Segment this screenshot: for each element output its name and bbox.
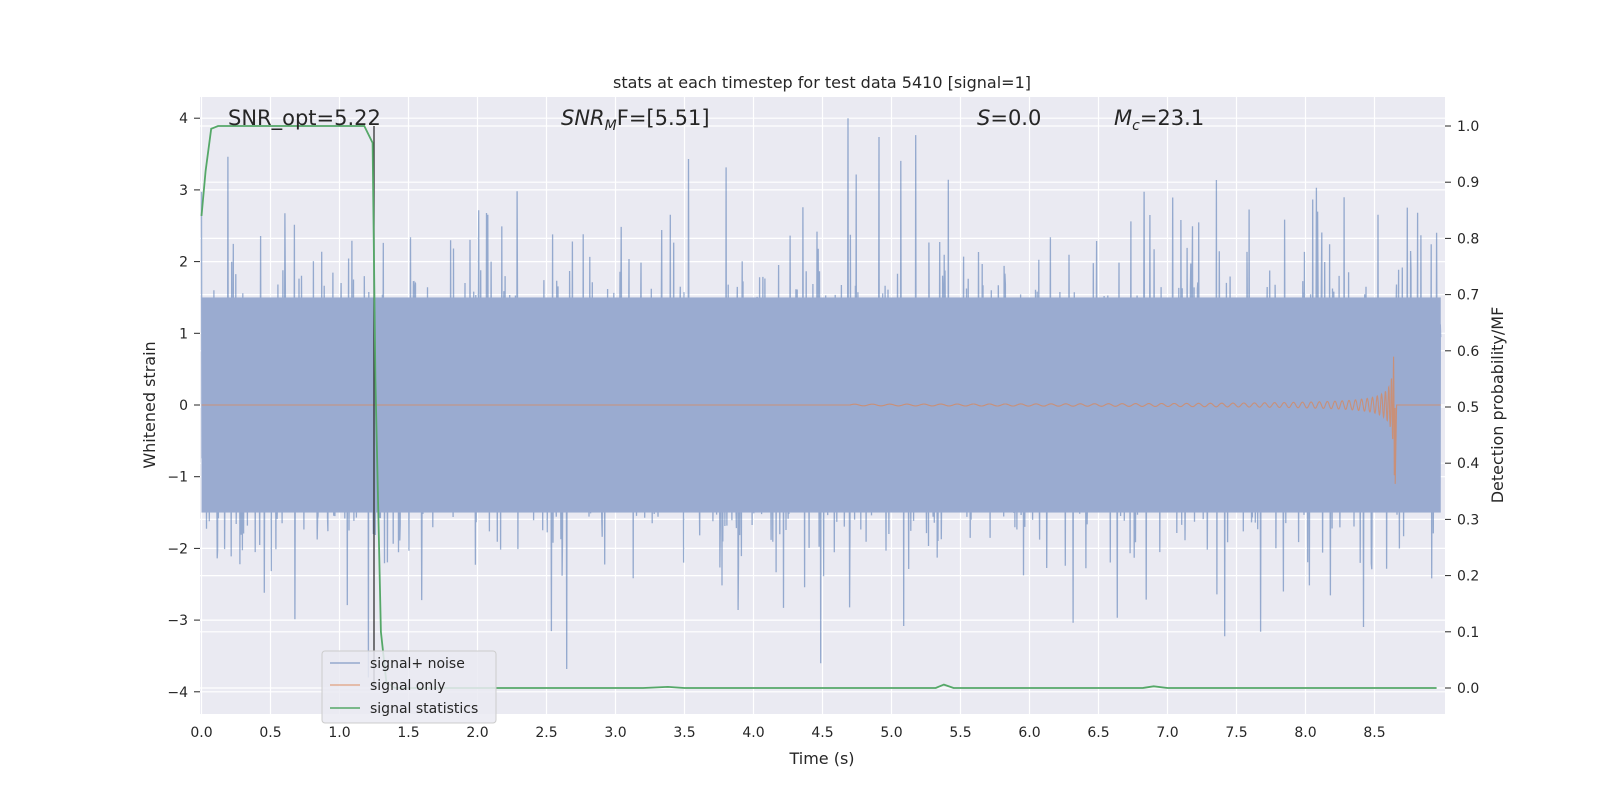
- x-tick-label: 4.0: [742, 725, 764, 741]
- y2-tick-label: 0.3: [1457, 512, 1479, 528]
- x-tick-label: 4.5: [811, 725, 833, 741]
- snr-mf-sub: M: [605, 118, 617, 134]
- y-axis-ticks: 4 3 2 1 0 −1 −2 −3 −4: [167, 111, 200, 701]
- y2-tick-label: 0.7: [1457, 288, 1479, 304]
- y2-tick-label: 0.9: [1457, 175, 1479, 191]
- y2-axis-ticks: 1.0 0.9 0.8 0.7 0.6 0.5 0.4 0.3 0.2 0.1 0.0: [1445, 119, 1479, 697]
- x-tick-label: 5.0: [880, 725, 902, 741]
- y-tick-label: 2: [179, 255, 188, 271]
- y2-tick-label: 0.2: [1457, 569, 1479, 585]
- y2-tick-label: 0.4: [1457, 456, 1479, 472]
- snr-mf-var: SNR: [561, 106, 605, 130]
- y2-tick-label: 0.0: [1457, 681, 1479, 697]
- snr-mf-rest: F=[5.51]: [617, 106, 710, 130]
- x-tick-label: 7.5: [1225, 725, 1247, 741]
- annotation-snr-mf: SNRMF=[5.51]: [561, 106, 710, 134]
- legend: signal+ noise signal only signal statist…: [321, 650, 497, 724]
- y-tick-label: 1: [179, 326, 188, 342]
- x-tick-label: 5.5: [949, 725, 971, 741]
- y2-axis-label: Detection probability/MF: [1488, 307, 1507, 504]
- x-tick-label: 1.5: [397, 725, 419, 741]
- legend-label-stats: signal statistics: [370, 701, 478, 717]
- legend-label-signal: signal only: [370, 678, 445, 694]
- y2-tick-label: 0.6: [1457, 344, 1479, 360]
- x-tick-label: 2.0: [466, 725, 488, 741]
- x-tick-label: 1.0: [328, 725, 350, 741]
- y-tick-label: −3: [167, 613, 188, 629]
- x-tick-label: 8.5: [1363, 725, 1385, 741]
- x-tick-label: 3.5: [673, 725, 695, 741]
- x-tick-label: 2.5: [535, 725, 557, 741]
- x-tick-label: 8.0: [1294, 725, 1316, 741]
- y2-tick-label: 1.0: [1457, 119, 1479, 135]
- s-var: S: [977, 106, 990, 130]
- y-tick-label: 3: [179, 183, 188, 199]
- signal-only-series: [201, 356, 1441, 484]
- annotation-s: S=0.0: [977, 106, 1041, 130]
- x-tick-label: 6.0: [1018, 725, 1040, 741]
- y-tick-label: 4: [179, 111, 188, 127]
- y2-tick-label: 0.8: [1457, 231, 1479, 247]
- annotation-mc: Mc=23.1: [1114, 106, 1204, 134]
- mc-rest: =23.1: [1140, 106, 1204, 130]
- legend-label-noise: signal+ noise: [370, 656, 465, 672]
- y-tick-label: 0: [179, 398, 188, 414]
- statistics-line: [200, 125, 1437, 689]
- y2-tick-label: 0.1: [1457, 625, 1479, 641]
- y-tick-label: −2: [167, 541, 188, 557]
- signal-statistics-series: [200, 125, 1437, 689]
- y-tick-label: −4: [167, 685, 188, 701]
- x-tick-label: 6.5: [1087, 725, 1109, 741]
- x-axis-label: Time (s): [788, 749, 854, 768]
- mc-var: M: [1114, 106, 1132, 130]
- s-rest: =0.0: [990, 106, 1041, 130]
- legend-box: [321, 650, 497, 724]
- y-axis-label: Whitened strain: [140, 341, 159, 468]
- x-tick-label: 3.0: [604, 725, 626, 741]
- x-tick-label: 0.0: [190, 725, 212, 741]
- x-tick-label: 7.0: [1156, 725, 1178, 741]
- chart-title: stats at each timestep for test data 541…: [613, 73, 1031, 92]
- y-tick-label: −1: [167, 470, 188, 486]
- mc-sub: c: [1132, 118, 1140, 134]
- annotation-snr-opt: SNR_opt=5.22: [228, 106, 381, 131]
- signal-line: [201, 356, 1441, 484]
- x-tick-label: 0.5: [259, 725, 281, 741]
- x-axis-ticks: 0.0 0.5 1.0 1.5 2.0 2.5 3.0 3.5 4.0 4.5 5.0 5.5 6.0 6…: [190, 725, 1385, 741]
- y2-tick-label: 0.5: [1457, 400, 1479, 416]
